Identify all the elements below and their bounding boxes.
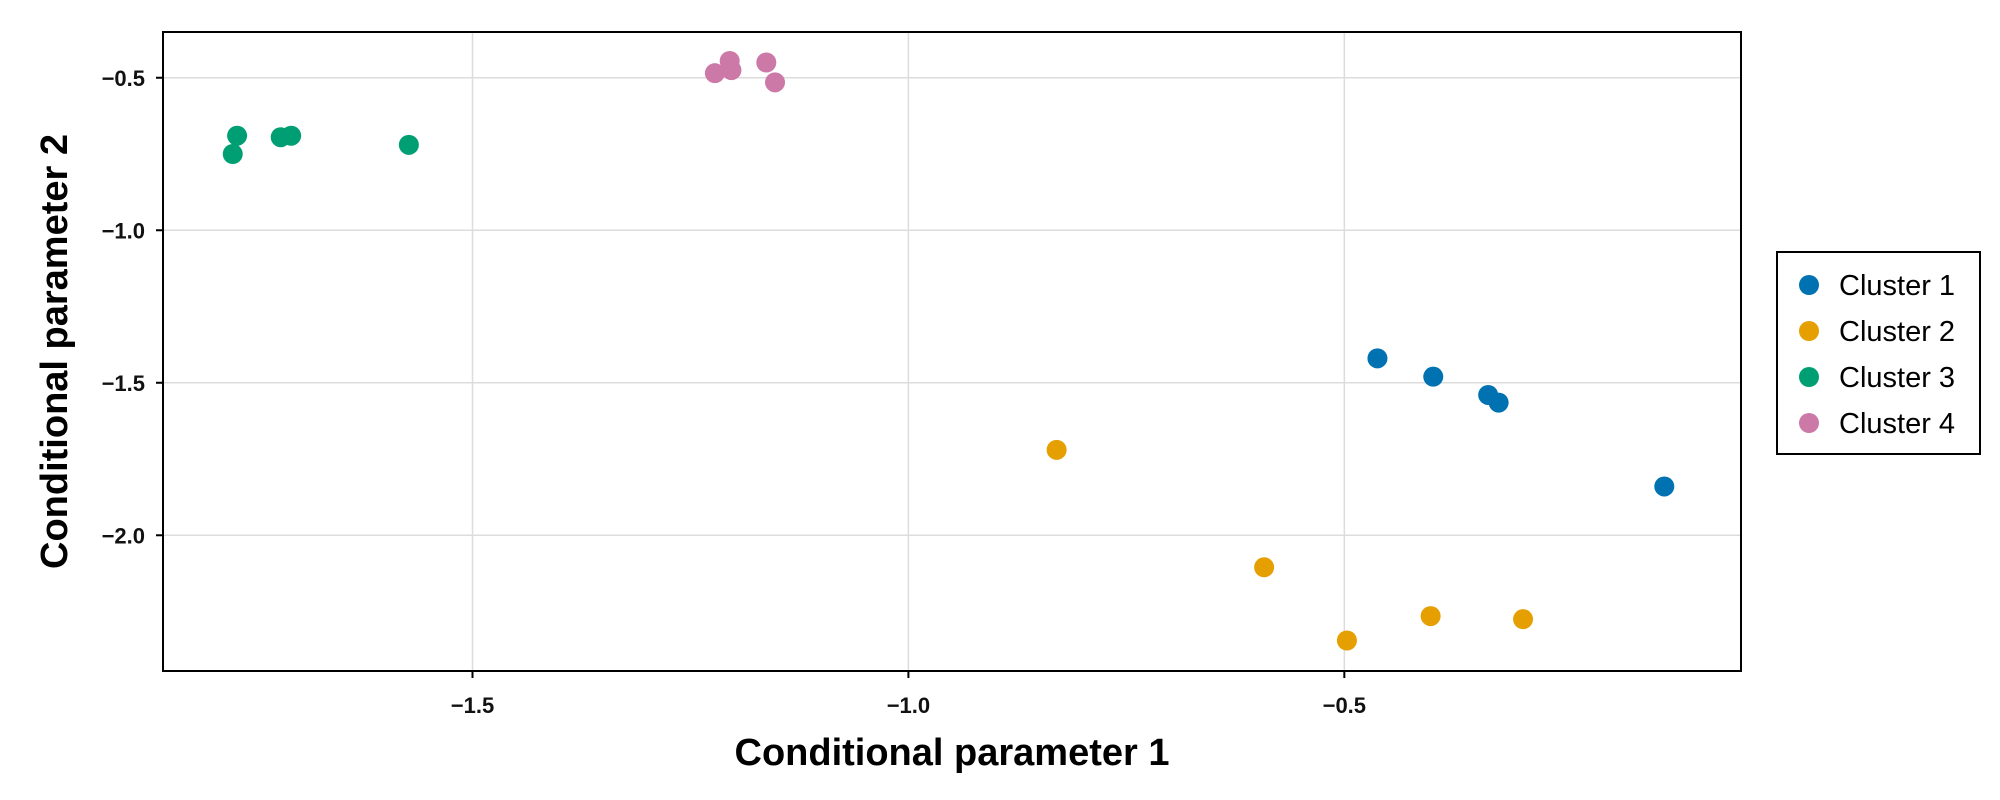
cluster-3-point bbox=[222, 144, 243, 165]
y-tick-label: −0.5 bbox=[102, 66, 145, 91]
cluster-4-point bbox=[765, 72, 786, 93]
cluster-1-point bbox=[1367, 348, 1388, 369]
cluster-1-point bbox=[1423, 366, 1444, 387]
cluster-4-point bbox=[704, 63, 725, 84]
legend-label-cluster-4: Cluster 4 bbox=[1839, 408, 1955, 440]
x-tick-label: −1.5 bbox=[451, 693, 494, 718]
cluster-3-point bbox=[398, 134, 419, 155]
legend-marker-cluster-2 bbox=[1799, 321, 1819, 341]
points-layer bbox=[222, 50, 1675, 651]
cluster-4-point bbox=[721, 60, 742, 81]
y-axis-title: Conditional parameter 2 bbox=[34, 134, 76, 569]
legend-label-cluster-1: Cluster 1 bbox=[1839, 270, 1955, 302]
cluster-3-point bbox=[227, 125, 248, 146]
legend-marker-cluster-3 bbox=[1799, 367, 1819, 387]
plot-frame bbox=[162, 31, 1742, 672]
cluster-2-point bbox=[1254, 557, 1275, 578]
y-tick-label: −1.0 bbox=[102, 218, 145, 243]
cluster-2-point bbox=[1336, 630, 1357, 651]
legend-marker-cluster-1 bbox=[1799, 275, 1819, 295]
grid-layer bbox=[163, 32, 1741, 671]
cluster-2-point bbox=[1420, 606, 1441, 627]
x-tick-label: −0.5 bbox=[1323, 693, 1366, 718]
x-axis-title: Conditional parameter 1 bbox=[735, 732, 1170, 774]
x-tick-label: −1.0 bbox=[887, 693, 930, 718]
cluster-2-point bbox=[1513, 609, 1534, 630]
cluster-3-point bbox=[281, 125, 302, 146]
legend: Cluster 1 Cluster 2 Cluster 3 Cluster 4 bbox=[1776, 251, 1981, 455]
cluster-4-point bbox=[756, 52, 777, 73]
legend-marker-cluster-4 bbox=[1799, 413, 1819, 433]
cluster-1-point bbox=[1654, 476, 1675, 497]
legend-label-cluster-3: Cluster 3 bbox=[1839, 362, 1955, 394]
y-tick-label: −1.5 bbox=[102, 371, 145, 396]
legend-label-cluster-2: Cluster 2 bbox=[1839, 316, 1955, 348]
ticks-layer: −1.5 −1.0 −0.5 −0.5 −1.0 −1.5 −2.0 bbox=[102, 66, 1366, 718]
cluster-1-point bbox=[1488, 392, 1509, 413]
cluster-2-point bbox=[1046, 439, 1067, 460]
y-tick-label: −2.0 bbox=[102, 523, 145, 548]
